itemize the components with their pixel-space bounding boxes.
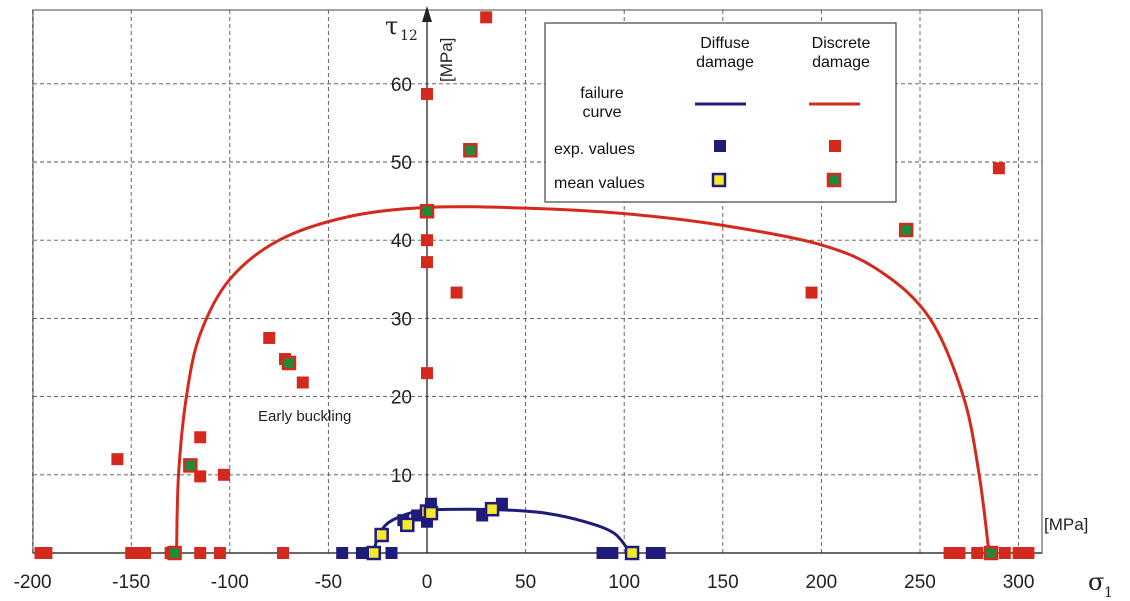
legend-discrete-exp-swatch: [829, 140, 841, 152]
diffuse-exp-point: [596, 547, 609, 559]
discrete-exp-point: [421, 367, 433, 380]
discrete-failure-curve: [175, 205, 991, 554]
diffuse-mean-point: [624, 545, 640, 561]
x-tick-label: -200: [14, 572, 52, 593]
discrete-mean-point: [419, 204, 435, 219]
discrete-exp-point: [1022, 547, 1035, 559]
legend-box: [544, 22, 897, 203]
legend-col-discrete: Discrete damage: [812, 35, 871, 71]
y-tick-label: 40: [391, 231, 412, 252]
discrete-exp-point: [1012, 547, 1025, 559]
discrete-exp-point: [971, 547, 984, 559]
discrete-exp-point: [111, 453, 124, 466]
diffuse-mean-point: [484, 501, 500, 517]
y-tick-label: 60: [391, 75, 412, 96]
discrete-exp-point: [480, 11, 493, 24]
data-points: [34, 11, 1035, 561]
discrete-exp-point: [998, 547, 1011, 559]
diffuse-failure-curve: [372, 507, 632, 554]
x-tick-label: 100: [608, 572, 640, 593]
legend: Diffuse damage Discrete damage failure curv…: [544, 22, 897, 203]
discrete-exp-point: [263, 331, 276, 344]
legend-col-diffuse: Diffuse damage: [696, 35, 754, 71]
legend-discrete-mean-swatch: [826, 172, 842, 188]
discrete-mean-point: [983, 545, 999, 561]
discrete-exp-point: [213, 547, 226, 559]
y-axis-label: τ: [385, 12, 398, 40]
x-tick-label: 300: [1003, 572, 1035, 593]
legend-diffuse-mean-swatch: [711, 172, 727, 188]
x-tick-label: -50: [315, 572, 342, 593]
x-tick-label: -150: [112, 572, 150, 593]
discrete-exp-point: [992, 162, 1005, 175]
diffuse-exp-point: [355, 547, 368, 559]
diffuse-mean-point: [423, 505, 439, 521]
failure-curves: [175, 205, 991, 554]
discrete-exp-point: [40, 547, 53, 559]
discrete-exp-point: [139, 547, 152, 559]
diffuse-mean-point: [374, 527, 389, 543]
legend-diffuse-exp-swatch: [714, 140, 726, 152]
legend-row-exp: exp. values: [554, 141, 635, 158]
x-tick-label: 0: [422, 572, 433, 593]
discrete-mean-point: [167, 545, 182, 561]
x-axis-unit: [MPa]: [1044, 515, 1088, 534]
diffuse-mean-point: [400, 517, 415, 533]
y-axis-arrow: [422, 6, 432, 22]
y-tick-label: 20: [391, 388, 412, 409]
discrete-exp-point: [943, 547, 956, 559]
discrete-exp-point: [421, 87, 433, 100]
y-axis-label-sub: 12: [400, 28, 418, 44]
discrete-exp-point: [450, 286, 463, 299]
x-axis-label-sub: 1: [1104, 585, 1113, 601]
y-tick-label: 10: [391, 466, 412, 487]
early-buckling-annotation: Early buckling: [258, 408, 351, 425]
discrete-exp-point: [277, 547, 290, 559]
discrete-mean-point: [281, 355, 297, 371]
discrete-exp-point: [194, 547, 207, 559]
x-tick-label: 50: [515, 572, 536, 593]
y-tick-label: 50: [391, 153, 412, 174]
diffuse-mean-point: [366, 545, 382, 561]
x-tick-label: 200: [806, 572, 838, 593]
discrete-exp-point: [194, 431, 207, 444]
x-tick-labels: -200 -150 -100 -50 0 50 100 150 200 250 300: [14, 572, 1035, 593]
x-tick-label: -100: [211, 572, 249, 593]
x-axis-label: σ: [1088, 568, 1104, 596]
discrete-exp-point: [125, 547, 138, 559]
discrete-exp-point: [217, 468, 230, 481]
diffuse-exp-point: [336, 547, 349, 559]
x-tick-label: 150: [707, 572, 739, 593]
discrete-mean-point: [463, 143, 478, 158]
discrete-exp-point: [194, 470, 207, 483]
legend-row-mean: mean values: [554, 175, 645, 192]
diffuse-exp-point: [385, 547, 398, 559]
x-tick-label: 250: [904, 572, 936, 593]
discrete-mean-point: [183, 458, 198, 473]
discrete-exp-point: [296, 376, 309, 389]
y-axis-unit: [MPa]: [437, 38, 456, 82]
discrete-mean-point: [898, 222, 914, 238]
diffuse-exp-point: [606, 547, 619, 559]
discrete-exp-point: [953, 547, 966, 559]
discrete-exp-point: [421, 256, 433, 269]
discrete-exp-point: [421, 234, 433, 247]
diffuse-exp-point: [653, 547, 666, 559]
y-tick-label: 30: [391, 309, 412, 330]
legend-row-curve: failure curve: [580, 85, 624, 121]
y-tick-labels: 10 20 30 40 50 60: [391, 75, 412, 487]
discrete-exp-point: [805, 286, 818, 299]
